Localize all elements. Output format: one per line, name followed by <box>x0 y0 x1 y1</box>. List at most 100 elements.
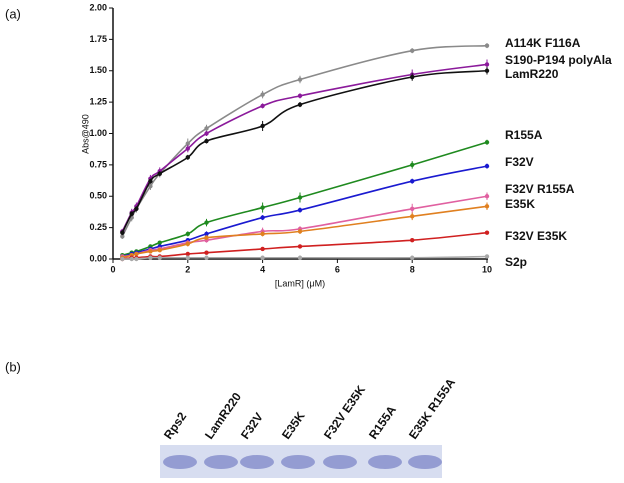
data-point <box>260 205 265 210</box>
panel-label: (a) <box>5 6 21 21</box>
data-point <box>410 178 415 184</box>
gel-band <box>323 455 357 469</box>
data-point <box>484 62 490 67</box>
data-point <box>410 74 415 80</box>
data-point <box>129 256 134 262</box>
x-tick-label: 0 <box>110 264 115 274</box>
data-point <box>297 195 303 200</box>
data-point <box>484 230 490 235</box>
data-point <box>148 184 153 189</box>
data-point <box>260 231 265 237</box>
data-point <box>185 146 190 151</box>
y-tick-label: 0.00 <box>89 253 107 263</box>
series-label: F32V <box>505 155 534 169</box>
y-tick-label: 0.25 <box>89 222 107 232</box>
series <box>120 163 490 259</box>
data-point <box>120 230 125 235</box>
data-point <box>260 255 265 260</box>
series-label: F32V R155A <box>505 182 575 196</box>
series-label: S190-P194 polyAla <box>505 53 612 67</box>
x-tick-label: 4 <box>260 264 265 274</box>
y-tick-label: 1.00 <box>89 128 107 138</box>
lane-label: R155A <box>366 403 399 442</box>
fit-line <box>121 63 488 232</box>
gel-band <box>368 455 402 469</box>
data-point <box>484 68 490 73</box>
series-label: S2p <box>505 255 527 269</box>
data-point <box>157 248 162 253</box>
y-tick-label: 0.50 <box>89 191 107 201</box>
series-label: R155A <box>505 128 543 142</box>
data-point <box>297 102 303 107</box>
fit-line <box>122 195 488 258</box>
y-axis-title: Abs@490 <box>80 114 90 154</box>
gel-band <box>204 455 238 469</box>
data-point <box>410 48 415 53</box>
data-point <box>185 141 190 146</box>
x-axis-title: [LamR] (μM) <box>275 278 325 288</box>
data-point <box>120 234 125 239</box>
data-point <box>204 138 209 144</box>
data-point <box>185 255 190 260</box>
data-point <box>157 171 162 176</box>
data-point <box>204 131 209 136</box>
panel-label: (b) <box>5 359 21 374</box>
data-point <box>185 155 190 160</box>
data-point <box>120 256 125 262</box>
data-point <box>157 240 162 245</box>
data-point <box>134 206 139 211</box>
data-point <box>204 255 209 260</box>
series-label: E35K <box>505 197 535 211</box>
data-point <box>297 255 303 260</box>
series <box>120 59 490 234</box>
gel-band <box>281 455 315 469</box>
x-tick-label: 10 <box>482 264 492 274</box>
data-point <box>148 178 153 184</box>
gel-band <box>408 455 442 469</box>
data-point <box>185 241 190 247</box>
series <box>120 139 490 258</box>
data-point <box>484 43 490 48</box>
series <box>120 192 490 259</box>
data-point <box>484 194 490 199</box>
data-point <box>204 231 209 237</box>
data-point <box>185 231 190 237</box>
fit-line <box>121 69 488 234</box>
fit-line <box>122 165 488 258</box>
data-point <box>484 254 490 259</box>
y-tick-label: 0.75 <box>89 159 107 169</box>
data-point <box>484 140 490 145</box>
data-point <box>260 123 265 129</box>
series <box>120 66 490 236</box>
x-tick-label: 8 <box>410 264 415 274</box>
series <box>120 202 490 260</box>
data-point <box>484 163 490 169</box>
data-point <box>204 220 209 225</box>
lane-label: E35K <box>279 409 308 442</box>
data-point <box>134 256 139 262</box>
lane-label: F32V E35K <box>321 383 368 442</box>
y-tick-label: 1.75 <box>89 34 107 44</box>
x-tick-label: 2 <box>185 264 190 274</box>
data-point <box>204 250 209 255</box>
series-label: LamR220 <box>505 67 559 81</box>
data-point <box>157 255 162 260</box>
data-point <box>129 211 134 217</box>
data-point <box>134 251 139 257</box>
data-point <box>148 249 153 254</box>
lane-label: F32V <box>238 410 266 442</box>
series-label: A114K F116A <box>505 36 581 50</box>
data-point <box>185 251 190 257</box>
data-point <box>297 207 303 213</box>
data-point <box>260 246 265 252</box>
data-point <box>410 206 415 211</box>
gel-band <box>240 455 274 469</box>
data-point <box>204 235 209 240</box>
y-tick-label: 1.50 <box>89 65 107 75</box>
data-point <box>260 92 265 97</box>
data-point <box>484 204 490 209</box>
series <box>120 254 490 262</box>
y-tick-label: 2.00 <box>89 2 107 12</box>
x-tick-label: 6 <box>335 264 340 274</box>
